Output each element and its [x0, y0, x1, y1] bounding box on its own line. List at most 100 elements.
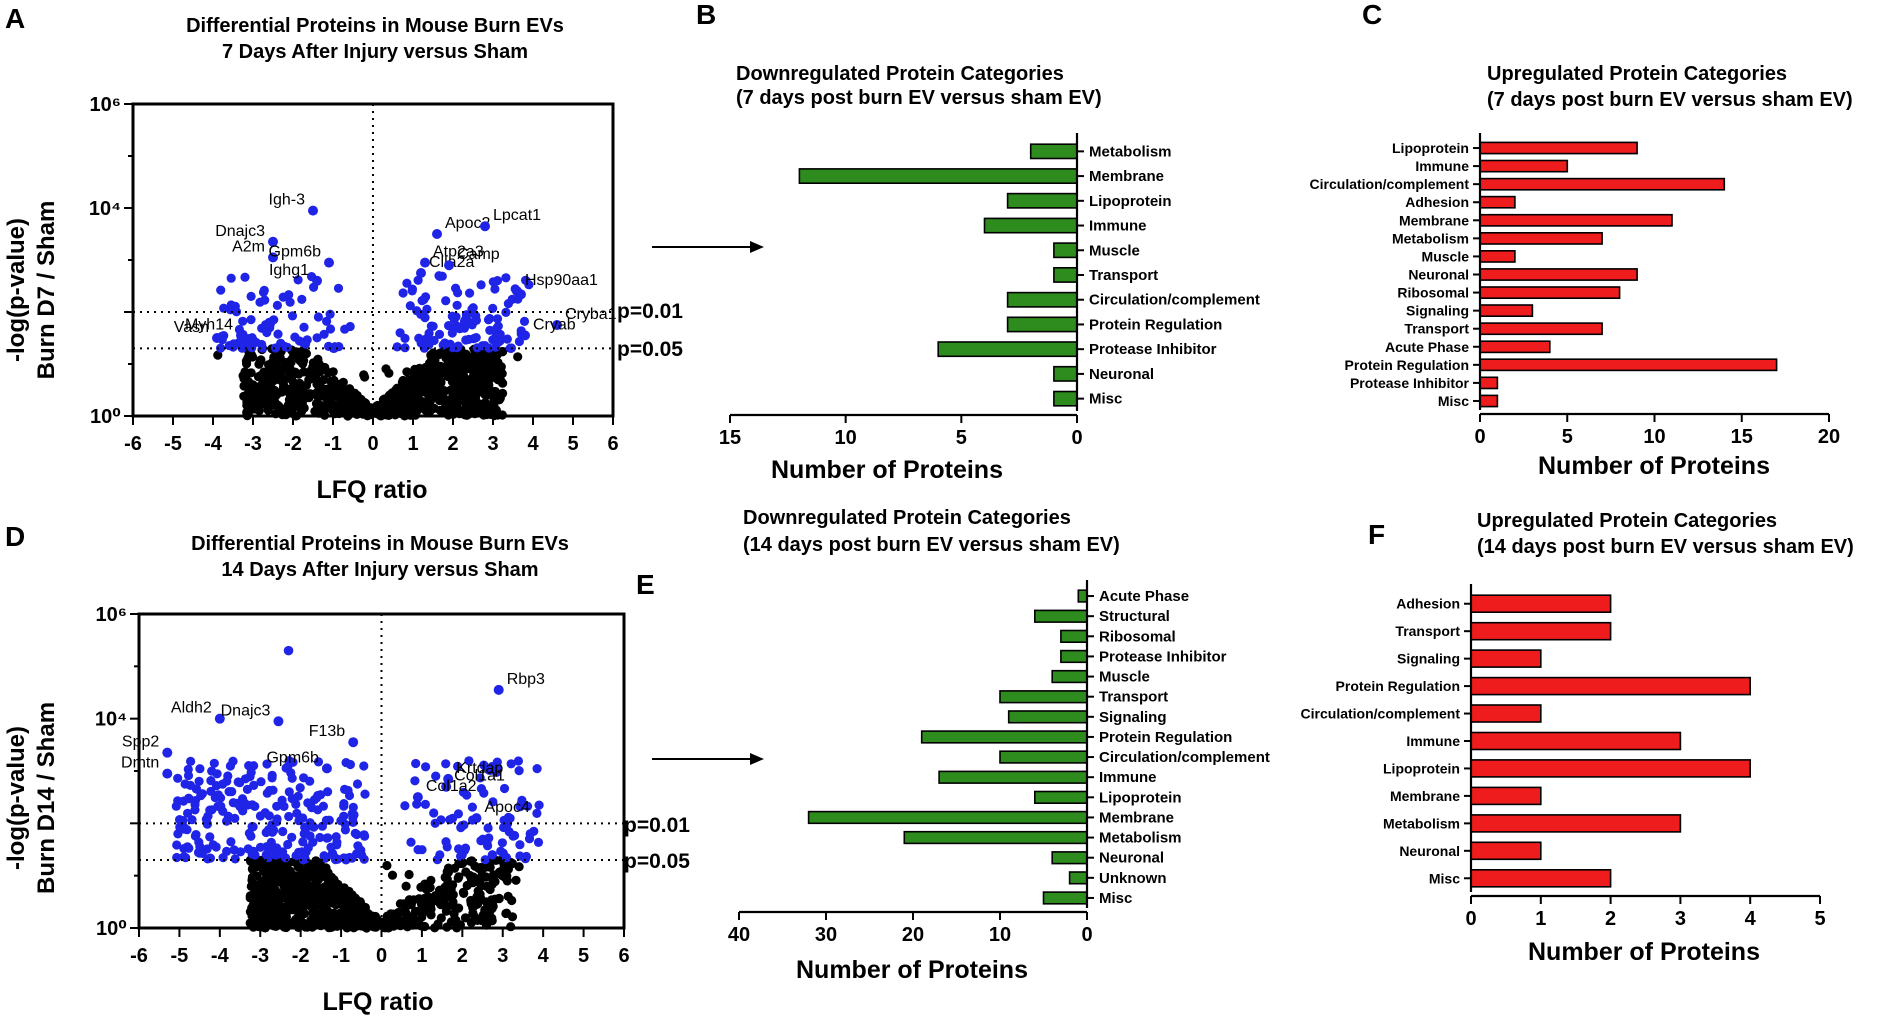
- nonsignificant-point: [344, 400, 354, 410]
- labeled-point: [471, 813, 482, 824]
- significant-point: [201, 814, 211, 824]
- significant-point: [284, 756, 294, 766]
- significant-point: [283, 645, 294, 656]
- nonsignificant-point: [425, 387, 435, 398]
- significant-point: [343, 785, 353, 796]
- significant-point: [195, 848, 205, 858]
- significant-point: [325, 324, 336, 334]
- panel-c-title-line2: (7 days post burn EV versus sham EV): [1487, 89, 1853, 111]
- significant-point: [429, 335, 439, 346]
- significant-point: [340, 825, 350, 835]
- bar-chart-b: Metabolism Membrane Lipoprotein Immune Muscl…: [719, 133, 1260, 449]
- significant-point: [284, 811, 294, 822]
- nonsignificant-point: [395, 899, 405, 909]
- nonsignificant-point: [275, 370, 286, 381]
- x-tick-label: -5: [171, 945, 189, 967]
- nonsignificant-point: [379, 921, 389, 931]
- significant-point: [182, 825, 192, 835]
- nonsignificant-point: [382, 860, 392, 871]
- nonsignificant-point: [392, 397, 402, 407]
- category-label: Transport: [1099, 689, 1168, 706]
- bar: [1051, 669, 1088, 684]
- labeled-point: [212, 333, 222, 343]
- panel-d-ylabel-line1: -log(p-value): [3, 726, 30, 870]
- panel-e-title-line2: (14 days post burn EV versus sham EV): [743, 534, 1120, 556]
- category-label: Immune: [1089, 218, 1147, 235]
- x-tick-label: -4: [204, 433, 223, 455]
- x-tick-label: 5: [1562, 426, 1573, 448]
- bar: [1479, 141, 1638, 155]
- x-tick-label: 3: [497, 945, 508, 967]
- bar: [1470, 621, 1612, 641]
- point-label: Col1a2: [426, 778, 477, 795]
- significant-point: [190, 831, 200, 841]
- category-label: Adhesion: [1396, 596, 1460, 612]
- nonsignificant-point: [316, 362, 326, 372]
- significant-point: [300, 339, 311, 349]
- panel-letter-d: D: [5, 521, 25, 552]
- point-label: Aldh2: [171, 700, 212, 717]
- significant-point: [459, 316, 470, 326]
- y-tick-label: 10⁰: [96, 918, 127, 940]
- category-label: Protein Regulation: [1089, 316, 1222, 333]
- significant-point: [194, 776, 204, 786]
- nonsignificant-point: [290, 352, 300, 362]
- significant-point: [309, 822, 319, 832]
- bar: [1479, 213, 1673, 227]
- significant-point: [287, 311, 298, 321]
- bar: [1470, 676, 1752, 696]
- significant-point: [420, 799, 430, 810]
- significant-point: [348, 813, 358, 823]
- significant-point: [456, 851, 466, 861]
- significant-point: [313, 790, 323, 801]
- nonsignificant-point: [470, 861, 480, 871]
- nonsignificant-point: [489, 365, 499, 375]
- category-label: Immune: [1415, 158, 1469, 174]
- bar: [1479, 177, 1726, 191]
- bar: [1029, 143, 1078, 160]
- significant-point: [441, 296, 451, 306]
- labeled-point: [236, 330, 246, 341]
- significant-point: [272, 300, 282, 310]
- significant-point: [441, 837, 451, 847]
- significant-point: [461, 335, 471, 345]
- nonsignificant-point: [404, 899, 414, 909]
- significant-point: [339, 801, 349, 811]
- x-tick-label: -3: [251, 945, 269, 967]
- bar: [1006, 291, 1078, 308]
- x-tick-label: 0: [367, 433, 378, 455]
- significant-point: [407, 284, 417, 294]
- labeled-point: [520, 330, 530, 341]
- significant-point: [186, 756, 196, 767]
- significant-point: [514, 336, 525, 347]
- x-tick-label: 0: [1071, 427, 1082, 449]
- nonsignificant-point: [250, 890, 260, 900]
- significant-point: [195, 841, 205, 852]
- significant-point: [285, 297, 295, 307]
- point-label: Atp2a3: [433, 244, 484, 261]
- bar: [1053, 390, 1078, 407]
- significant-point: [216, 343, 226, 353]
- bar: [999, 690, 1088, 704]
- significant-point: [230, 813, 240, 824]
- nonsignificant-point: [441, 906, 451, 916]
- y-tick-label: 10⁶: [96, 604, 127, 626]
- significant-point: [405, 301, 415, 311]
- significant-point: [451, 283, 461, 293]
- nonsignificant-point: [513, 352, 523, 362]
- x-tick-label: -6: [124, 433, 142, 455]
- nonsignificant-point: [293, 862, 303, 872]
- x-tick-label: 5: [1814, 908, 1825, 930]
- labeled-point: [420, 257, 430, 268]
- significant-point: [441, 759, 451, 769]
- panel-letter-c: C: [1362, 0, 1382, 30]
- nonsignificant-point: [293, 872, 303, 883]
- significant-point: [251, 337, 261, 347]
- significant-point: [515, 840, 525, 850]
- significant-point: [295, 783, 305, 793]
- significant-point: [303, 798, 313, 808]
- nonsignificant-point: [447, 392, 458, 402]
- panel-d-title-line2: 14 Days After Injury versus Sham: [221, 559, 538, 581]
- category-label: Neuronal: [1089, 366, 1154, 383]
